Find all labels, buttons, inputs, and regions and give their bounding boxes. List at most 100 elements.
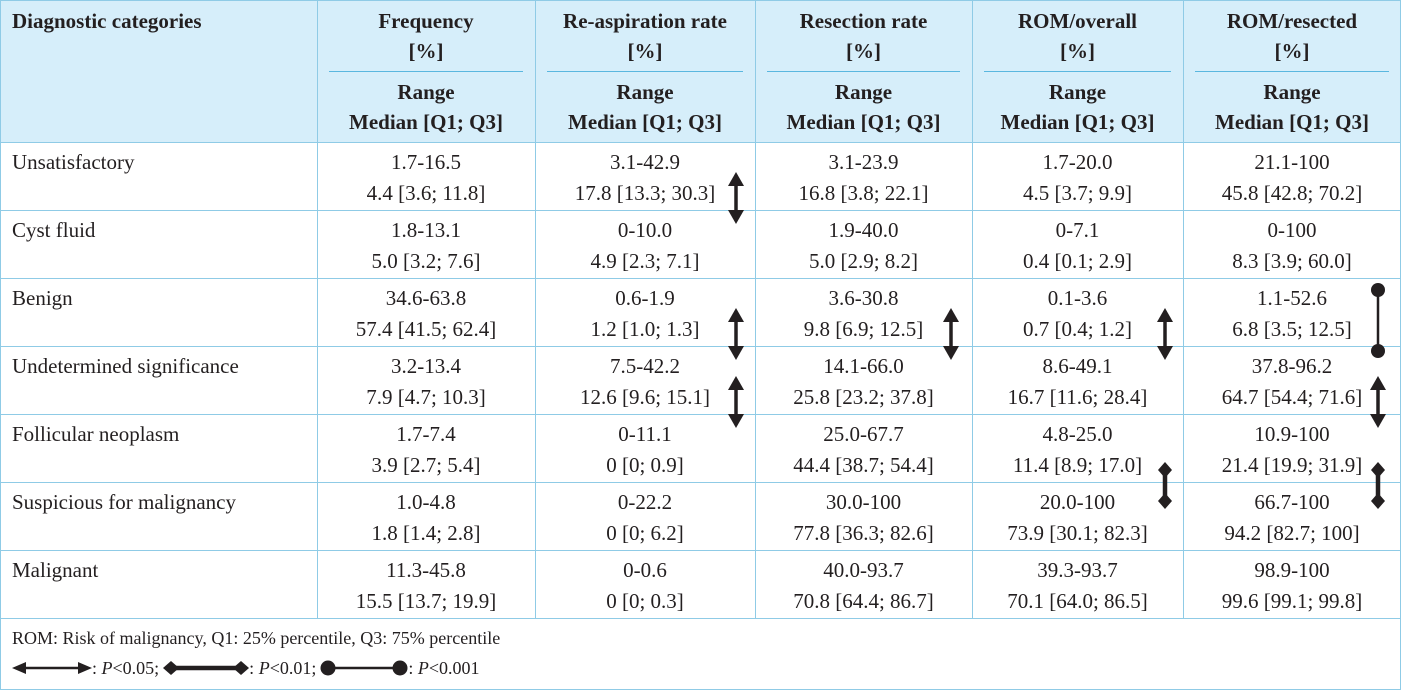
marker-arrowhead-up xyxy=(1157,308,1173,322)
header-subrule xyxy=(984,71,1171,72)
row-rule xyxy=(0,550,1401,551)
cell-range: 3.1-23.9 xyxy=(828,150,899,174)
cell-range: 30.0-100 xyxy=(825,490,902,514)
marker-arrowhead-down xyxy=(728,414,744,428)
row-category-label: Suspicious for malignancy xyxy=(12,490,236,514)
header-subrule xyxy=(767,71,960,72)
legend-separator: : xyxy=(92,658,102,678)
header-subrule xyxy=(547,71,743,72)
marker-arrowhead-down xyxy=(1157,346,1173,360)
cell-range: 3.6-30.8 xyxy=(828,286,899,310)
cell-median: 5.0 [2.9; 8.2] xyxy=(808,249,919,273)
cell-median: 45.8 [42.8; 70.2] xyxy=(1221,181,1363,205)
cell-range: 0-22.2 xyxy=(617,490,673,514)
cell-range: 0-100 xyxy=(1267,218,1317,242)
cell-range: 0-0.6 xyxy=(623,558,667,582)
cell-range: 7.5-42.2 xyxy=(610,354,680,378)
legend-diamond-left xyxy=(163,661,180,675)
cell-range: 3.1-42.9 xyxy=(610,150,680,174)
legend-dot-left xyxy=(320,660,336,676)
footnote-abbreviations: ROM: Risk of malignancy, Q1: 25% percent… xyxy=(12,628,501,648)
footnote-legend: : P <0.05;: P <0.01;: P <0.001 xyxy=(12,655,480,681)
header-range-label: Range xyxy=(616,80,674,104)
cell-median: 73.9 [30.1; 82.3] xyxy=(1007,521,1148,545)
row-rule xyxy=(0,414,1401,415)
cell-median: 3.9 [2.7; 5.4] xyxy=(371,453,481,477)
legend-p-symbol: P xyxy=(417,658,429,678)
cell-median: 64.7 [54.4; 71.6] xyxy=(1221,385,1363,409)
cell-median: 70.1 [64.0; 86.5] xyxy=(1007,589,1148,613)
cell-range: 1.7-16.5 xyxy=(391,150,461,174)
cell-range: 20.0-100 xyxy=(1039,490,1116,514)
row-category-label: Malignant xyxy=(12,558,99,582)
significance-arrow-marker xyxy=(728,308,744,360)
cell-median: 4.4 [3.6; 11.8] xyxy=(366,181,486,205)
cell-median: 70.8 [64.4; 86.7] xyxy=(793,589,934,613)
cell-range: 0-10.0 xyxy=(617,218,673,242)
row-category-label: Cyst fluid xyxy=(12,218,96,242)
marker-dot-top xyxy=(1371,283,1385,297)
significance-arrow-marker xyxy=(1157,308,1173,360)
row-rule xyxy=(0,278,1401,279)
header-title: ROM/resected xyxy=(1226,9,1358,33)
header-unit: [%] xyxy=(627,39,663,63)
header-median-label: Median [Q1; Q3] xyxy=(1000,110,1155,134)
cell-range: 3.2-13.4 xyxy=(391,354,461,378)
header-unit: [%] xyxy=(846,39,881,63)
column-rule xyxy=(1183,0,1184,618)
legend-threshold: <0.001 xyxy=(428,658,480,678)
cell-range: 14.1-66.0 xyxy=(823,354,904,378)
header-unit: [%] xyxy=(408,39,444,63)
cell-range: 10.9-100 xyxy=(1254,422,1330,446)
row-category-label: Undetermined significance xyxy=(12,354,239,378)
cell-range: 1.1-52.6 xyxy=(1257,286,1327,310)
legend-circle-symbol xyxy=(320,660,408,676)
cell-median: 1.8 [1.4; 2.8] xyxy=(371,521,481,545)
cell-median: 8.3 [3.9; 60.0] xyxy=(1232,249,1352,273)
header-range-label: Range xyxy=(834,80,893,104)
cell-range: 0.1-3.6 xyxy=(1047,286,1108,310)
cell-median: 44.4 [38.7; 54.4] xyxy=(793,453,934,477)
marker-dot-bottom xyxy=(1371,344,1385,358)
marker-diamond-bottom xyxy=(1371,493,1385,509)
cell-median: 0.7 [0.4; 1.2] xyxy=(1022,317,1133,341)
cell-range: 40.0-93.7 xyxy=(823,558,904,582)
header-median-label: Median [Q1; Q3] xyxy=(349,110,503,134)
cell-median: 21.4 [19.9; 31.9] xyxy=(1221,453,1363,477)
column-rule xyxy=(972,0,973,618)
cell-range: 98.9-100 xyxy=(1254,558,1330,582)
marker-arrowhead-down xyxy=(728,210,744,224)
cell-range: 37.8-96.2 xyxy=(1251,354,1333,378)
significance-diamond-marker xyxy=(1158,462,1172,509)
cell-median: 94.2 [82.7; 100] xyxy=(1224,521,1360,545)
cell-range: 11.3-45.8 xyxy=(386,558,466,582)
legend-diamond-symbol xyxy=(163,661,250,675)
marker-diamond-bottom xyxy=(1158,493,1172,509)
significance-arrow-marker xyxy=(943,308,959,360)
legend-separator: : xyxy=(249,658,259,678)
marker-arrowhead-up xyxy=(728,376,744,390)
header-diagnostic-categories: Diagnostic categories xyxy=(12,9,202,33)
marker-arrowhead-down xyxy=(943,346,959,360)
cell-range: 1.0-4.8 xyxy=(396,490,456,514)
legend-dot-right xyxy=(392,660,408,676)
header-median-label: Median [Q1; Q3] xyxy=(1215,110,1369,134)
row-rule xyxy=(0,618,1401,619)
legend-p-symbol: P xyxy=(258,658,270,678)
cell-median: 0 [0; 0.9] xyxy=(606,453,684,477)
cell-median: 25.8 [23.2; 37.8] xyxy=(793,385,934,409)
marker-arrowhead-up xyxy=(728,172,744,186)
header-title: Frequency xyxy=(378,9,474,33)
cell-median: 6.8 [3.5; 12.5] xyxy=(1232,317,1352,341)
cell-median: 16.7 [11.6; 28.4] xyxy=(1007,385,1148,409)
legend-p-symbol: P xyxy=(101,658,113,678)
cell-median: 12.6 [9.6; 15.1] xyxy=(579,385,711,409)
marker-arrowhead-up xyxy=(1370,376,1386,390)
header-unit: [%] xyxy=(1060,39,1095,63)
cell-median: 11.4 [8.9; 17.0] xyxy=(1012,453,1143,477)
marker-arrowhead-down xyxy=(728,346,744,360)
marker-arrowhead-down xyxy=(1370,414,1386,428)
cell-median: 17.8 [13.3; 30.3] xyxy=(574,181,716,205)
header-title: Re-aspiration rate xyxy=(563,9,727,33)
column-rule xyxy=(317,0,318,618)
